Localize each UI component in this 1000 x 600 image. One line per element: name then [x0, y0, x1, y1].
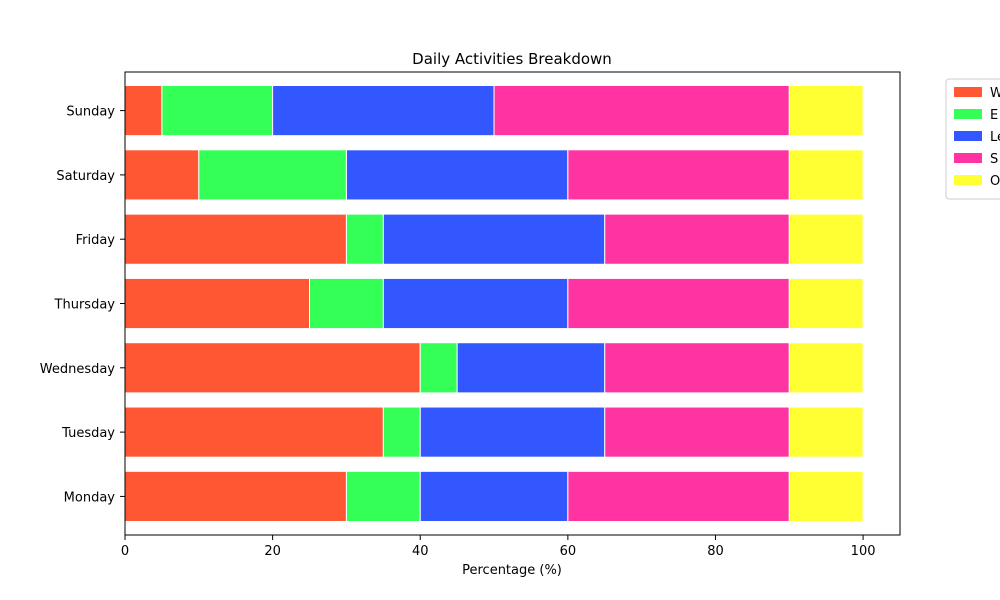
x-axis-label: Percentage (%) — [462, 563, 562, 578]
y-tick-label: Tuesday — [61, 426, 115, 441]
x-tick-label: 100 — [851, 544, 876, 559]
bar-saturday-0 — [124, 149, 200, 201]
x-tick-label: 40 — [412, 544, 429, 559]
y-tick-label: Saturday — [56, 169, 115, 184]
bar-monday-4 — [788, 470, 864, 522]
y-tick-label: Wednesday — [40, 362, 116, 377]
bar-saturday-4 — [788, 149, 864, 201]
bar-tuesday-0 — [124, 406, 384, 458]
bar-friday-1 — [345, 213, 384, 265]
legend-swatch-0 — [954, 87, 982, 97]
x-tick-label: 0 — [121, 544, 129, 559]
bar-saturday-2 — [345, 149, 569, 201]
bar-monday-0 — [124, 470, 347, 522]
bar-friday-4 — [788, 213, 864, 265]
bar-monday-2 — [419, 470, 569, 522]
legend: WE Le SO — [945, 78, 1000, 200]
bar-friday-3 — [604, 213, 790, 265]
chart-title: Daily Activities Breakdown — [412, 50, 612, 68]
bar-sunday-1 — [161, 85, 274, 137]
bar-sunday-0 — [124, 85, 163, 137]
bar-saturday-1 — [198, 149, 347, 201]
y-tick-label: Thursday — [54, 298, 116, 313]
bar-wednesday-1 — [419, 342, 458, 394]
bar-friday-2 — [382, 213, 606, 265]
x-tick-label: 60 — [560, 544, 577, 559]
bar-sunday-3 — [493, 85, 790, 137]
y-tick-label: Monday — [64, 490, 116, 505]
legend-swatch-2 — [954, 131, 982, 141]
legend-label-1: E — [990, 108, 998, 123]
bar-tuesday-2 — [419, 406, 606, 458]
x-tick-label: 20 — [264, 544, 281, 559]
bar-wednesday-4 — [788, 342, 864, 394]
bar-tuesday-3 — [604, 406, 790, 458]
legend-swatch-4 — [954, 175, 982, 185]
legend-label-3: S — [990, 152, 998, 167]
x-tick-label: 80 — [707, 544, 724, 559]
bar-thursday-1 — [309, 277, 384, 330]
legend-label-0: W — [990, 86, 1000, 101]
plot-area: 0 20 40 60 80 100 Monday Tuesday Wednesday Thursd… — [40, 71, 901, 559]
bar-wednesday-0 — [124, 342, 421, 394]
y-tick-label: Friday — [76, 233, 116, 248]
bar-thursday-0 — [124, 277, 311, 330]
y-tick-label: Sunday — [66, 105, 115, 120]
bar-sunday-4 — [788, 85, 864, 137]
legend-label-2: Le — [990, 130, 1000, 145]
bar-wednesday-2 — [456, 342, 606, 394]
bar-saturday-3 — [567, 149, 790, 201]
bar-thursday-2 — [382, 277, 569, 330]
bar-thursday-4 — [788, 277, 864, 330]
bar-thursday-3 — [567, 277, 790, 330]
bar-wednesday-3 — [604, 342, 790, 394]
legend-swatch-3 — [954, 153, 982, 163]
bar-sunday-2 — [272, 85, 495, 137]
legend-label-4: O — [990, 174, 1000, 189]
bar-tuesday-1 — [382, 406, 421, 458]
bar-monday-1 — [345, 470, 421, 522]
bar-tuesday-4 — [788, 406, 864, 458]
bar-friday-0 — [124, 213, 347, 265]
legend-swatch-1 — [954, 109, 982, 119]
bar-monday-3 — [567, 470, 790, 522]
